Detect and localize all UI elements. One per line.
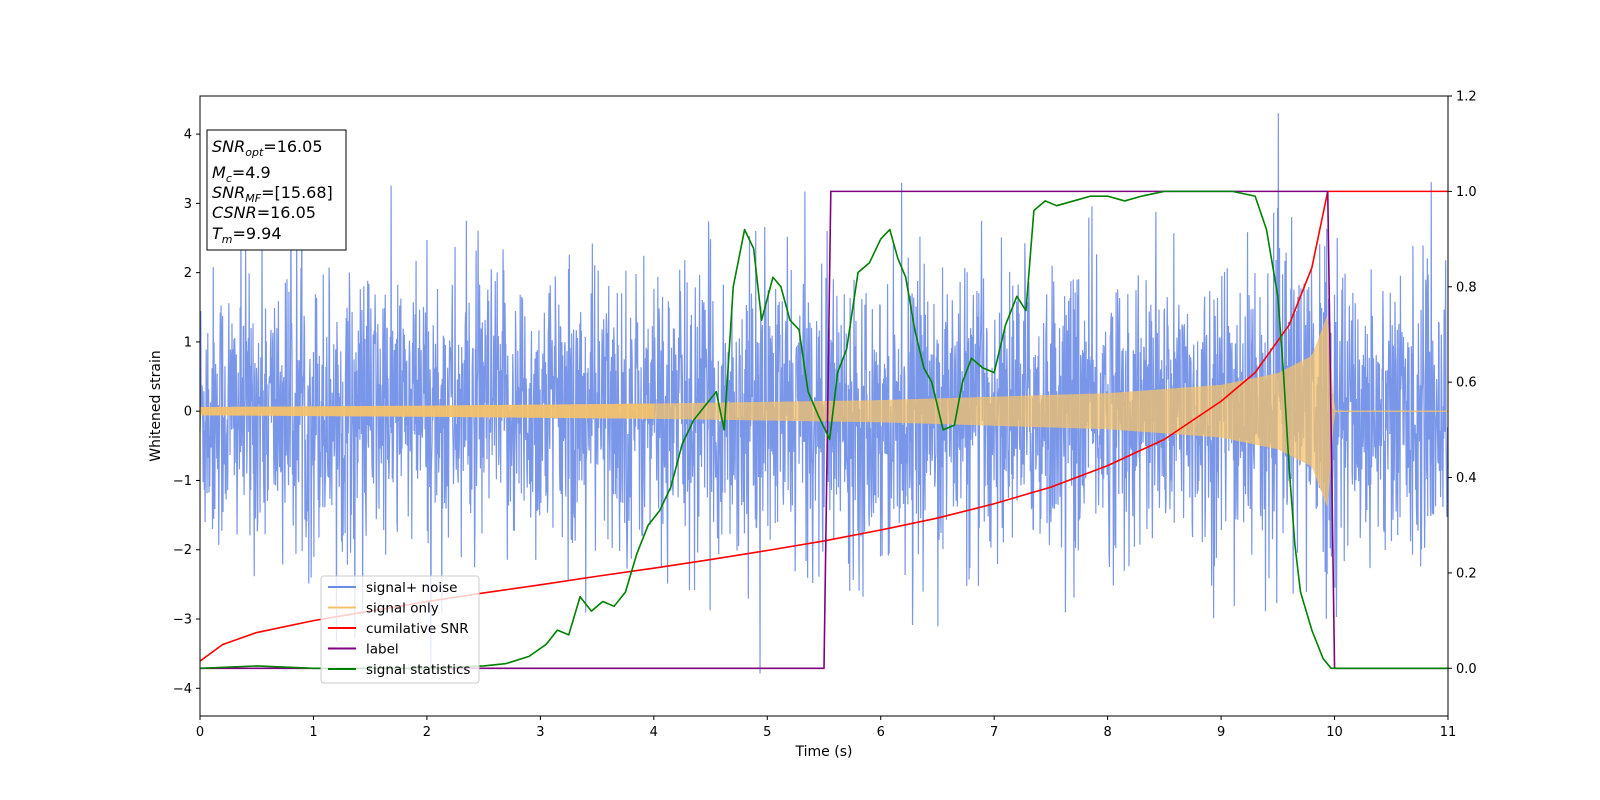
y-right-tick-label: 0.0 (1456, 662, 1477, 677)
y-left-tick-label: 4 (184, 128, 192, 143)
x-tick-label: 11 (1440, 725, 1457, 740)
annotation-frame (206, 129, 347, 251)
plot-frame (199, 95, 1449, 717)
x-tick-label: 4 (650, 725, 658, 740)
legend-frame (320, 575, 480, 684)
annotation-snr-opt: SNRopt=16.05 (212, 137, 323, 159)
y-left-tick-label: 2 (184, 266, 192, 281)
signal-noise-line (199, 113, 1449, 674)
signal-noise-series (199, 113, 1449, 674)
x-tick-label: 0 (196, 725, 204, 740)
y-left-tick-label: −1 (173, 474, 192, 489)
annotation-snr-mf: SNRMF=[15.68] (212, 183, 333, 205)
parameter-annotation-box: SNRopt=16.05 Mc=4.9 SNRMF=[15.68] CSNR=1… (206, 129, 347, 251)
annotation-tm: Tm=9.94 (212, 224, 282, 246)
legend-label: signal statistics (366, 662, 470, 678)
y-axis-label: Whitened strain (148, 350, 164, 461)
y-left-tick-label: −4 (173, 682, 192, 697)
y-axis-right: 0.0 0.2 0.4 0.6 0.8 1.0 1.2 (1448, 90, 1477, 677)
x-tick-label: 1 (309, 725, 317, 740)
legend-label: signal only (366, 601, 439, 617)
x-tick-label: 2 (423, 725, 431, 740)
x-axis-label: Time (s) (795, 744, 853, 760)
y-left-tick-label: 0 (184, 405, 192, 420)
annotation-csnr: CSNR=16.05 (212, 203, 316, 222)
signal-statistics-line (199, 190, 1448, 670)
x-tick-label: 6 (877, 725, 885, 740)
y-right-tick-label: 0.6 (1456, 376, 1477, 391)
annotation-mc: Mc=4.9 (212, 163, 271, 185)
legend-label: label (366, 642, 399, 658)
y-axis-left: −4 −3 −2 −1 0 1 2 3 4 (173, 128, 200, 697)
x-tick-label: 10 (1326, 725, 1343, 740)
x-tick-label: 5 (763, 725, 771, 740)
y-right-tick-label: 0.2 (1456, 566, 1477, 581)
y-left-tick-label: −2 (173, 543, 192, 558)
signal-only-envelope (200, 315, 1448, 508)
legend: signal+ noise signal only cumilative SNR la… (320, 575, 480, 684)
y-right-tick-label: 0.4 (1456, 471, 1477, 486)
signal-only-oscillation (199, 403, 655, 419)
y-left-tick-label: 1 (184, 335, 192, 350)
x-tick-label: 3 (536, 725, 544, 740)
y-right-tick-label: 1.0 (1456, 185, 1477, 200)
x-tick-label: 7 (990, 725, 998, 740)
y-right-tick-label: 1.2 (1456, 90, 1477, 105)
legend-label: signal+ noise (366, 580, 457, 596)
signal-only-series (199, 315, 1448, 508)
y-left-tick-label: −3 (173, 613, 192, 628)
y-left-tick-label: 3 (184, 197, 192, 212)
legend-label: cumilative SNR (366, 621, 469, 637)
x-axis: 0 1 2 3 4 5 6 7 8 9 10 11 (196, 716, 1456, 740)
x-tick-label: 8 (1103, 725, 1111, 740)
y-right-tick-label: 0.8 (1456, 280, 1477, 295)
x-tick-label: 9 (1217, 725, 1225, 740)
